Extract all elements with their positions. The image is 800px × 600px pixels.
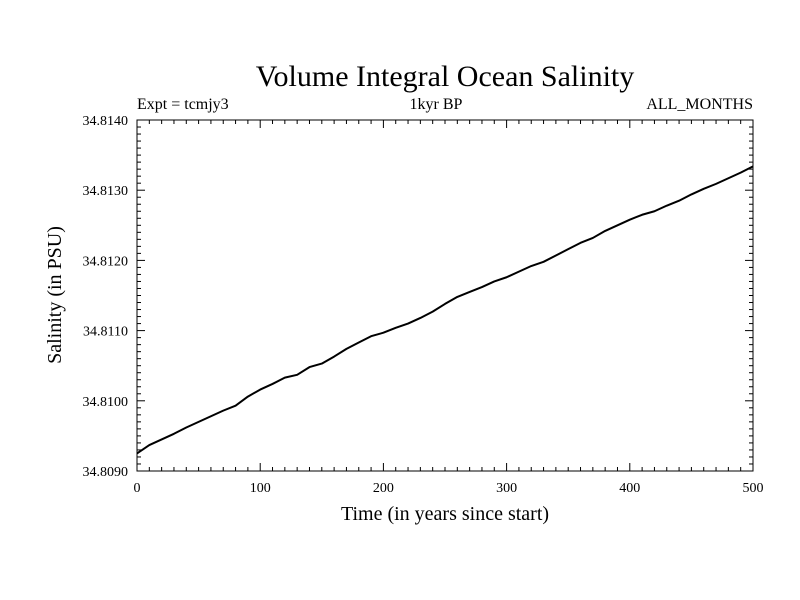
y-axis-label: Salinity (in PSU) bbox=[44, 226, 66, 364]
x-tick-label: 0 bbox=[134, 481, 141, 496]
subtitle-experiment: Expt = tcmjy3 bbox=[137, 96, 229, 113]
y-tick-label: 34.8120 bbox=[83, 254, 129, 269]
subtitle-months: ALL_MONTHS bbox=[646, 96, 753, 113]
y-tick-label: 34.8130 bbox=[83, 184, 129, 199]
y-tick-label: 34.8090 bbox=[83, 465, 129, 480]
y-tick-labels: 34.8090 34.8100 34.8110 34.8120 34.8130 34.81… bbox=[83, 114, 129, 480]
axis-ticks bbox=[136, 119, 754, 472]
x-tick-labels: 0 100 200 300 400 500 bbox=[134, 481, 764, 496]
x-tick-label: 200 bbox=[373, 481, 394, 496]
y-tick-label: 34.8140 bbox=[83, 114, 129, 129]
chart-title: Volume Integral Ocean Salinity bbox=[256, 60, 635, 93]
x-tick-label: 400 bbox=[619, 481, 640, 496]
y-tick-label: 34.8110 bbox=[83, 325, 128, 340]
subtitle-period: 1kyr BP bbox=[410, 96, 463, 113]
plot-frame bbox=[136, 119, 754, 472]
x-axis-label: Time (in years since start) bbox=[341, 503, 549, 525]
x-tick-label: 300 bbox=[496, 481, 517, 496]
x-tick-label: 500 bbox=[743, 481, 764, 496]
y-tick-label: 34.8100 bbox=[83, 395, 129, 410]
series-line bbox=[136, 165, 754, 455]
x-tick-label: 100 bbox=[250, 481, 271, 496]
